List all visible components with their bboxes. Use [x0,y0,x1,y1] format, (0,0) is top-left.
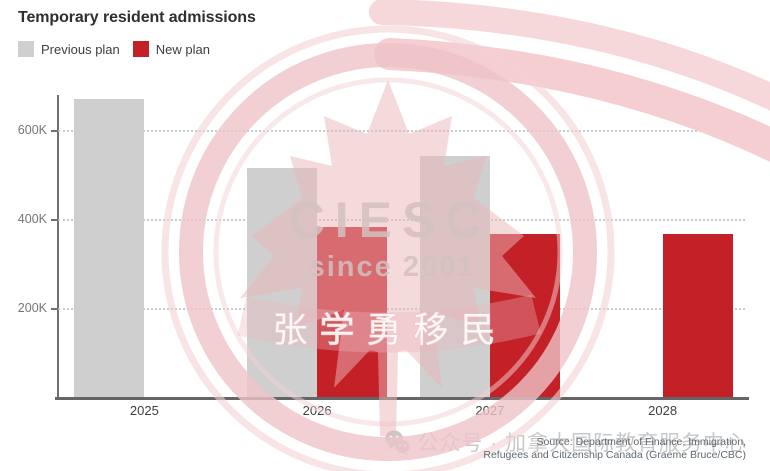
wechat-icon [385,430,411,455]
legend-item-new-plan: New plan [132,41,210,57]
bar-new-plan-2026 [317,226,388,398]
legend: Previous plan New plan [18,41,210,57]
x-axis-label-2026: 2026 [302,403,332,418]
y-tick-label-600K: 600K [17,123,47,138]
y-tick-label-400K: 400K [17,212,47,227]
gridline-400K [58,219,745,222]
source-credit: Source: Department of Finance, Immigrati… [483,436,746,462]
x-axis-label-2025: 2025 [129,403,159,418]
legend-label-previous-plan: Previous plan [41,41,120,57]
legend-swatch-new-plan [132,41,149,57]
legend-label-new-plan: New plan [155,41,210,57]
legend-item-previous-plan: Previous plan [18,41,120,57]
x-axis-label-2028: 2028 [648,403,678,418]
gridline-600K [58,130,745,133]
bar-new-plan-2027 [489,233,560,398]
bar-previous-plan-2027 [419,156,490,398]
x-axis-line [55,397,749,400]
y-tick-400K [51,219,58,222]
chart-title: Temporary resident admissions [18,9,256,26]
bar-new-plan-2028 [662,233,733,398]
source-line-2: Refugees and Citizenship Canada (Graeme … [483,449,746,461]
y-tick-200K [51,308,58,311]
bar-previous-plan-2026 [247,168,318,398]
gridline-200K [58,308,745,311]
y-tick-label-200K: 200K [17,301,47,316]
x-axis-label-2027: 2027 [475,403,505,418]
legend-swatch-previous-plan [18,41,34,57]
watermark-swoosh-icon [369,0,770,111]
bar-previous-plan-2025 [74,98,145,398]
source-line-1: Source: Department of Finance, Immigrati… [536,436,746,448]
y-tick-600K [51,130,58,133]
y-axis-line [57,95,59,398]
